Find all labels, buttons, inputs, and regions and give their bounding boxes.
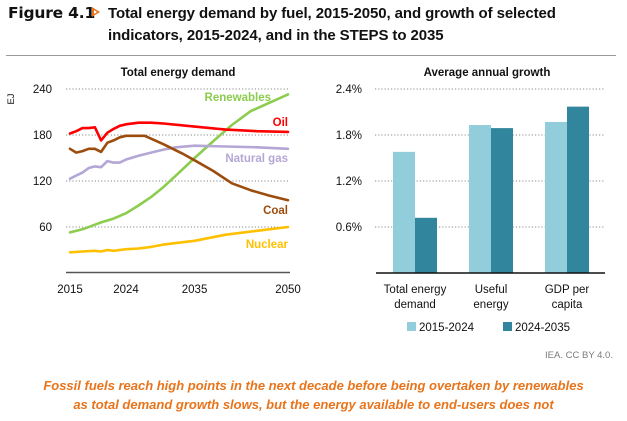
- x-tick-label: capita: [552, 299, 583, 311]
- series-label-oil: Oil: [273, 117, 288, 129]
- bar-2024-2035: [415, 217, 437, 273]
- series-line-nuclear: [68, 225, 290, 254]
- caption-line-2: as total demand growth slows, but the en…: [73, 397, 554, 412]
- legend-swatch: [503, 322, 512, 331]
- y-tick-label: 1.2%: [336, 176, 362, 188]
- y-tick-label: 180: [33, 130, 52, 142]
- bar-2015-2024: [393, 151, 415, 273]
- x-tick-label: 2024: [113, 284, 139, 296]
- y-tick-label: 120: [33, 176, 52, 188]
- series-label-coal: Coal: [263, 205, 288, 217]
- figure-caption: Fossil fuels reach high points in the ne…: [0, 376, 627, 414]
- bar-2024-2035: [491, 128, 513, 273]
- bar-2015-2024: [545, 121, 567, 273]
- series-line-renewables: [68, 93, 290, 234]
- series-label-renewables: Renewables: [205, 92, 271, 104]
- title-divider: [6, 55, 616, 56]
- legend-label: 2015-2024: [419, 322, 475, 334]
- figure-number: Figure 4.1: [8, 4, 96, 22]
- x-tick-label: Useful: [475, 284, 508, 296]
- figure-arrow-icon: [92, 7, 100, 17]
- x-tick-label: 2015: [57, 284, 83, 296]
- legend-label: 2024-2035: [515, 322, 570, 334]
- source-credit: IEA. CC BY 4.0.: [545, 350, 613, 361]
- legend-swatch: [407, 322, 416, 331]
- x-tick-label: Total energy: [384, 284, 447, 296]
- y-axis-label: EJ: [6, 93, 17, 104]
- bar-2024-2035: [567, 106, 589, 273]
- y-tick-label: 0.6%: [336, 222, 362, 234]
- series-line-natural-gas: [68, 144, 290, 180]
- y-tick-label: 60: [39, 222, 52, 234]
- series-line-oil: [68, 121, 290, 142]
- series-label-natural-gas: Natural gas: [225, 153, 288, 165]
- bar-2015-2024: [469, 125, 491, 274]
- x-tick-label: demand: [394, 299, 436, 311]
- y-tick-label: 2.4%: [336, 84, 362, 96]
- x-tick-label: 2050: [275, 284, 301, 296]
- series-label-nuclear: Nuclear: [246, 239, 289, 251]
- average-annual-growth-chart: Average annual growth 0.6% 1.2% 1.8% 2.4% T…: [336, 67, 605, 334]
- chart-title: Total energy demand: [121, 67, 236, 79]
- figure-title: Total energy demand by fuel, 2015-2050, …: [108, 5, 556, 44]
- x-tick-label: energy: [473, 299, 508, 311]
- x-tick-label: GDP per: [545, 284, 590, 296]
- x-tick-label: 2035: [182, 284, 208, 296]
- chart-title: Average annual growth: [424, 67, 551, 79]
- caption-line-1: Fossil fuels reach high points in the ne…: [43, 378, 584, 393]
- y-tick-label: 240: [33, 84, 52, 96]
- series-line-coal: [68, 134, 290, 202]
- y-tick-label: 1.8%: [336, 130, 362, 142]
- total-energy-demand-chart: Total energy demand EJ 60 120 180 240 2015 2…: [6, 67, 301, 296]
